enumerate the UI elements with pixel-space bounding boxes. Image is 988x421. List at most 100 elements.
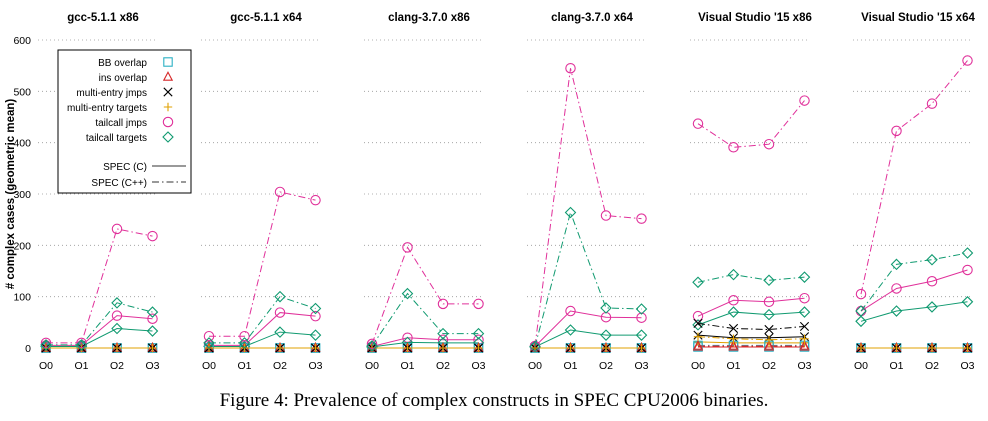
data-point-tailcall_jmps	[310, 194, 321, 206]
data-point-tailcall_jmps	[799, 292, 810, 304]
x-tick-label: O1	[74, 360, 88, 372]
series-line-tailcall_targets-solid	[46, 327, 153, 347]
data-point-tailcall_jmps	[310, 310, 321, 322]
figure-caption: Figure 4: Prevalence of complex construc…	[219, 390, 769, 411]
series-line-tailcall_jmps-solid	[860, 269, 968, 312]
data-point-tailcall_targets	[111, 322, 123, 335]
data-point-multi_entry_targets	[729, 334, 738, 343]
data-point-tailcall_jmps	[402, 242, 413, 253]
x-tick-label: O3	[797, 360, 811, 372]
series-line-tailcall_targets-dashdot	[534, 210, 642, 347]
legend-label: tailcall targets	[86, 133, 147, 144]
x-tick-label: O2	[599, 360, 613, 372]
panel-title: gcc-5.1.1 x86	[67, 12, 139, 24]
x-tick-label: O3	[634, 360, 648, 372]
legend-marker-multi_entry_targets	[163, 102, 173, 112]
data-point-multi_entry_targets	[892, 343, 901, 353]
data-point-tailcall_targets	[926, 253, 938, 266]
data-point-tailcall_jmps	[962, 55, 973, 66]
series-line-tailcall_jmps-dashdot	[209, 191, 316, 337]
data-point-tailcall_targets	[727, 306, 740, 318]
data-point-tailcall_targets	[600, 329, 612, 341]
x-tick-label: O0	[854, 360, 868, 372]
data-point-tailcall_jmps	[692, 118, 704, 129]
data-point-tailcall_jmps	[40, 337, 52, 349]
data-point-multi_entry_targets	[148, 343, 157, 353]
data-point-tailcall_targets	[635, 329, 648, 341]
x-tick-label: O0	[691, 360, 705, 372]
data-point-multi_entry_targets	[112, 343, 122, 353]
data-point-tailcall_targets	[366, 340, 378, 352]
data-point-tailcall_targets	[727, 268, 740, 281]
data-point-tailcall_targets	[692, 276, 704, 289]
x-tick-label: O3	[308, 360, 322, 372]
data-point-multi_entry_targets	[927, 343, 937, 353]
series-line-multi_entry_jmps-dashdot	[697, 322, 805, 331]
series-line-tailcall_targets-dashdot	[46, 302, 153, 346]
data-point-tailcall_targets	[146, 306, 159, 318]
data-point-multi_entry_jmps	[693, 318, 703, 328]
x-tick-label: O2	[436, 360, 450, 372]
data-point-multi_entry_targets	[856, 343, 866, 353]
legend-marker-ins_overlap	[162, 71, 174, 81]
legend-marker-multi_entry_jmps	[163, 87, 173, 97]
data-point-tailcall_jmps	[111, 223, 123, 235]
x-tick-label: O1	[400, 360, 414, 372]
legend-label: multi-entry jmps	[76, 88, 147, 99]
data-point-multi_entry_targets	[403, 343, 412, 353]
data-point-tailcall_jmps	[147, 230, 158, 242]
data-point-tailcall_targets	[564, 324, 577, 336]
series-line-tailcall_targets-dashdot	[371, 292, 479, 347]
series-line-tailcall_targets-solid	[860, 301, 968, 322]
data-point-tailcall_jmps	[565, 305, 576, 317]
data-point-tailcall_jmps	[926, 276, 938, 287]
data-point-multi_entry_jmps	[799, 321, 810, 332]
series-line-tailcall_jmps-solid	[371, 337, 479, 347]
data-point-tailcall_targets	[529, 340, 541, 353]
data-point-tailcall_targets	[309, 302, 322, 315]
legend: BB overlap ins overlap multi-entry jmps mul…	[57, 49, 192, 194]
panel-2: gcc-5.1.1 x64 O0 O1 O2 O3	[201, 12, 323, 372]
x-tick-label: O2	[273, 360, 287, 372]
series-line-multi_entry_targets-solid	[697, 341, 805, 344]
data-point-tailcall_targets	[692, 319, 704, 331]
data-point-tailcall_jmps	[855, 288, 867, 300]
panel-6: Visual Studio '15 x64 O0 O1 O2 O3	[853, 12, 975, 372]
series-line-tailcall_jmps-dashdot	[371, 246, 479, 345]
data-point-tailcall_targets	[146, 325, 159, 337]
data-point-multi_entry_jmps	[764, 324, 774, 335]
data-point-tailcall_targets	[600, 302, 612, 314]
panel-title: Visual Studio '15 x64	[861, 12, 975, 24]
data-point-multi_entry_jmps	[728, 323, 739, 334]
legend-marker-tailcall_jmps	[162, 116, 174, 128]
data-point-tailcall_targets	[274, 326, 286, 338]
data-point-tailcall_targets	[401, 287, 414, 300]
data-point-tailcall_jmps	[366, 338, 378, 350]
data-point-tailcall_jmps	[147, 313, 158, 324]
x-tick-label: O3	[960, 360, 974, 372]
x-tick-label: O2	[762, 360, 776, 372]
x-tick-label: O0	[365, 360, 379, 372]
data-point-tailcall_targets	[855, 315, 867, 328]
data-point-tailcall_targets	[274, 290, 286, 303]
panel-title: clang-3.7.0 x86	[388, 12, 470, 24]
data-point-tailcall_targets	[961, 247, 974, 259]
data-point-tailcall_jmps	[799, 95, 810, 106]
data-point-tailcall_targets	[798, 271, 811, 283]
data-point-tailcall_targets	[855, 305, 867, 317]
panel-title: gcc-5.1.1 x64	[230, 12, 302, 24]
data-point-tailcall_targets	[472, 327, 485, 340]
data-point-tailcall_jmps	[274, 186, 286, 198]
data-point-tailcall_targets	[798, 306, 811, 318]
panel-3: clang-3.7.0 x86 O0 O1 O2 O3	[364, 12, 486, 372]
series-line-tailcall_jmps-solid	[534, 310, 642, 347]
data-point-tailcall_targets	[763, 308, 775, 321]
legend-label: multi-entry targets	[67, 103, 147, 114]
x-tick-label: O2	[110, 360, 124, 372]
x-tick-label: O0	[39, 360, 53, 372]
data-point-tailcall_jmps	[763, 296, 775, 308]
data-point-tailcall_jmps	[76, 337, 87, 349]
data-point-ins_overlap	[728, 340, 739, 350]
data-point-tailcall_targets	[309, 329, 322, 341]
panel-title: clang-3.7.0 x64	[551, 12, 633, 24]
